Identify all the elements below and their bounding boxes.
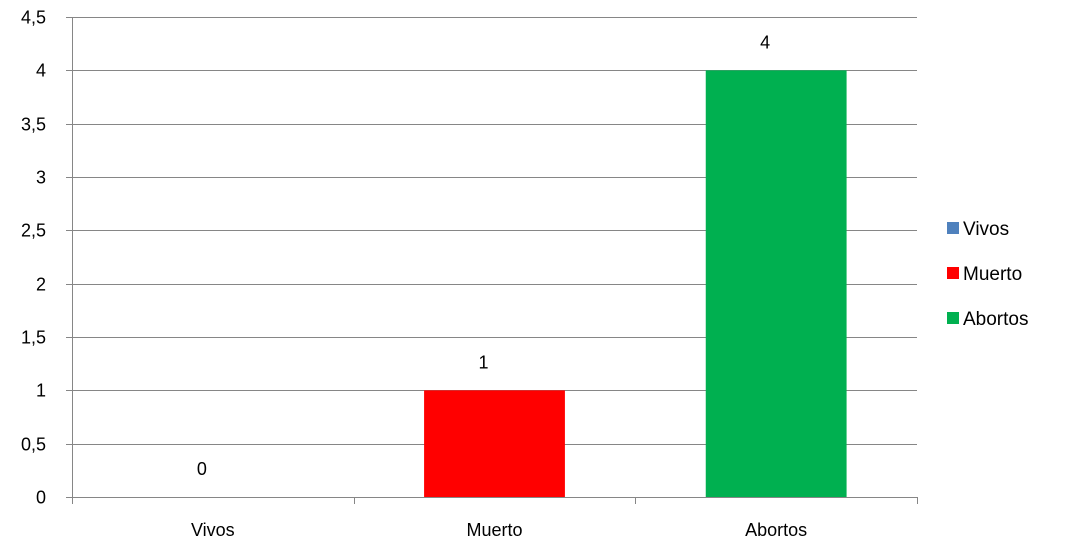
y-tick-label: 3,5 bbox=[21, 115, 46, 135]
y-tick-label: 4,5 bbox=[21, 8, 46, 28]
gridlines bbox=[72, 17, 917, 445]
bar-muerto bbox=[424, 390, 565, 497]
y-tick-label: 2,5 bbox=[21, 221, 46, 241]
labels: 0 0,5 1 1,5 2 2,5 3 3,5 4 4,5 0 Vivos 1 Muerto 4 Aborto… bbox=[21, 8, 807, 541]
bars bbox=[424, 70, 847, 497]
y-tick-label: 1,5 bbox=[21, 328, 46, 348]
data-label: 4 bbox=[760, 32, 770, 52]
data-label: 1 bbox=[478, 352, 488, 372]
y-tick-label: 1 bbox=[36, 381, 46, 401]
legend: Vivos Muerto Abortos bbox=[947, 219, 1028, 330]
x-tick-label: Vivos bbox=[191, 520, 235, 540]
y-tick-label: 2 bbox=[36, 275, 46, 295]
data-label: 0 bbox=[197, 459, 207, 479]
x-tick-label: Abortos bbox=[745, 520, 807, 540]
legend-swatch bbox=[947, 222, 959, 234]
y-tick-label: 4 bbox=[36, 61, 46, 81]
y-tick-label: 3 bbox=[36, 168, 46, 188]
legend-swatch bbox=[947, 267, 959, 279]
legend-label: Abortos bbox=[963, 309, 1028, 330]
bar-abortos bbox=[705, 70, 847, 497]
axes bbox=[66, 17, 918, 504]
y-tick-label: 0 bbox=[36, 488, 46, 508]
legend-swatch bbox=[947, 312, 959, 324]
legend-label: Vivos bbox=[963, 219, 1009, 240]
y-tick-label: 0,5 bbox=[21, 435, 46, 455]
legend-label: Muerto bbox=[963, 264, 1022, 285]
x-tick-label: Muerto bbox=[466, 520, 522, 540]
